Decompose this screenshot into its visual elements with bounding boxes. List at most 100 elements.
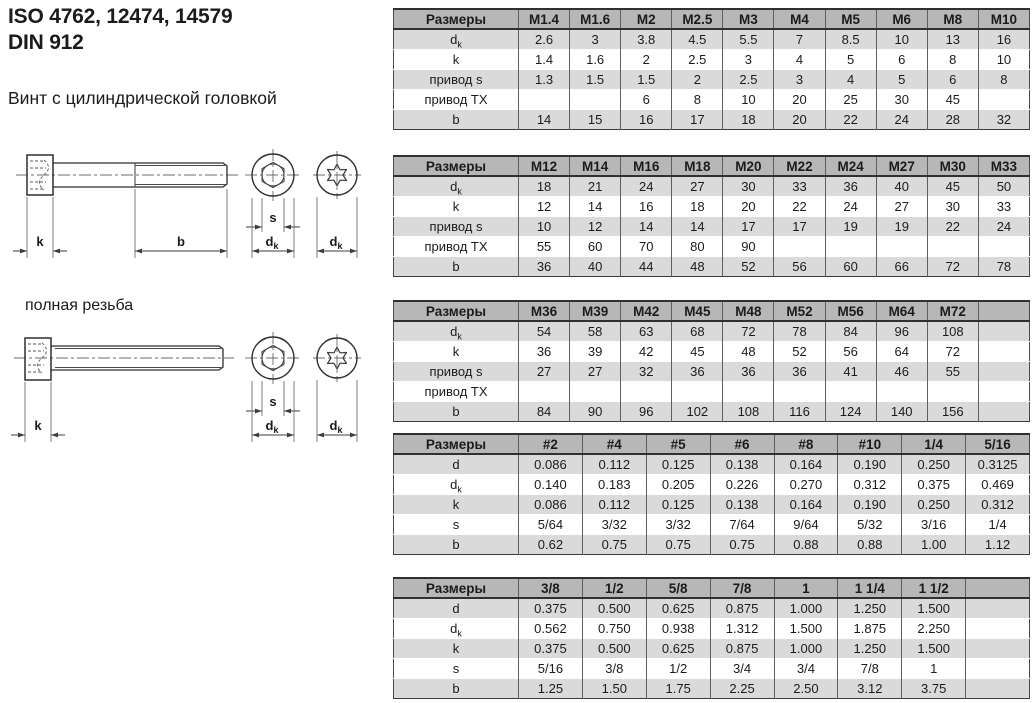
cell-value: 66 [875,255,928,276]
cell-value: 2.6 [517,29,570,49]
arrowhead [284,408,291,414]
cell-value: 7/64 [709,513,774,534]
table-row: b 36 40 44 48 52 56 60 66 72 78 [393,255,1030,276]
cell-value: 1.875 [837,617,902,638]
column-header: M8 [926,9,979,30]
cell-value: 20 [722,195,774,216]
column-header: #2 [518,434,583,455]
cell-value [773,235,826,256]
cell-value: 1.50 [581,677,647,698]
torx-socket-end-view: dk [313,151,361,258]
cell-value: 2.250 [901,617,966,638]
cell-value: 32 [977,108,1030,129]
dim-label-dk: dk [330,418,344,435]
table-row: привод s 27 27 32 36 36 36 41 46 55 [393,360,1030,381]
cell-value: 55 [517,235,570,256]
column-header: 7/8 [709,578,774,599]
table-row: b 84 90 96 102 108 116 124 140 156 [393,400,1030,421]
cell-value: 0.562 [518,617,583,638]
cell-value: 3 [722,48,774,69]
cell-value: 27 [875,195,928,216]
cell-value: 36 [824,176,877,196]
column-header: M48 [722,301,774,322]
drawing-full-thread-screw: k s dk dk [11,332,361,442]
cell-value: 0.62 [518,533,583,554]
cell-value: 10 [517,215,570,236]
column-header: 1 [773,578,838,599]
arrowhead [255,224,262,230]
column-header: M36 [517,301,570,322]
cell-value: 1.312 [709,617,774,638]
cell-value: 3 [773,68,826,89]
cell-value [977,235,1030,256]
cell-value: 0.270 [773,473,838,494]
row-label: привод s [393,215,519,236]
cell-value: 1.25 [518,677,583,698]
cell-value: 8 [977,68,1030,89]
cell-value: 0.125 [645,493,711,514]
cell-value: 24 [977,215,1030,236]
column-header: 1/4 [901,434,966,455]
cell-value [977,88,1030,109]
cell-value: 24 [824,195,877,216]
cell-value: 20 [773,88,826,109]
cell-value: 0.88 [837,533,902,554]
column-header: 1 1/4 [837,578,902,599]
column-header: #6 [709,434,774,455]
cell-value: 0.140 [518,473,583,494]
column-header: #8 [773,434,838,455]
cell-value: 8 [926,48,979,69]
screw-head-side-view [24,337,52,381]
cell-value: 5/16 [518,657,583,678]
table-row: привод TX [393,380,1030,401]
cell-value: 0.375 [518,637,583,658]
column-header: M1.6 [569,9,621,30]
cell-value: 0.112 [581,493,647,514]
cell-value: 52 [722,255,774,276]
cell-value: 1.000 [773,598,838,618]
cell-value: 0.875 [709,598,774,618]
table-row: b 14 15 16 17 18 20 22 24 28 32 [393,108,1030,129]
cell-value: 1.250 [837,637,902,658]
cell-value: 60 [569,235,621,256]
row-header-title: Размеры [393,9,519,30]
table-row: d 0.086 0.112 0.125 0.138 0.164 0.190 0.250 0.31… [393,454,1030,474]
arrowhead [18,432,25,438]
cell-value: 9/64 [773,513,838,534]
cell-value: 0.875 [709,637,774,658]
cell-value: 0.75 [581,533,647,554]
cell-value: 14 [671,215,723,236]
row-label: привод s [393,68,519,89]
cell-value: 6 [875,48,928,69]
cell-value: 44 [620,255,672,276]
arrowhead [350,432,357,438]
cell-value: 78 [773,321,826,341]
cell-value: 40 [875,176,928,196]
row-label: b [393,255,519,276]
column-header: M1.4 [517,9,570,30]
cell-value: 0.226 [709,473,774,494]
row-header-title: Размеры [393,578,519,599]
cell-value: 25 [824,88,877,109]
row-label: s [393,513,519,534]
row-label: привод s [393,360,519,381]
cell-value: 0.75 [645,533,711,554]
column-header [977,301,1030,322]
socket-break-line [39,159,49,191]
head-outer-circle [251,153,295,197]
cell-value [977,321,1030,341]
cell-value: 3/8 [581,657,647,678]
hex-socket-end-view: s dk [245,332,301,442]
cell-value: 4 [773,48,826,69]
cell-value: 36 [722,360,774,381]
cell-value: 48 [722,340,774,361]
cell-value: 0.625 [645,598,711,618]
cell-value: 18 [722,108,774,129]
cell-value: 19 [824,215,877,236]
cell-value: 16 [977,29,1030,49]
cell-value: 84 [517,400,570,421]
screw-shank [51,345,224,371]
cell-value: 0.375 [901,473,966,494]
cell-value: 5 [824,48,877,69]
cell-value: 0.164 [773,454,838,474]
